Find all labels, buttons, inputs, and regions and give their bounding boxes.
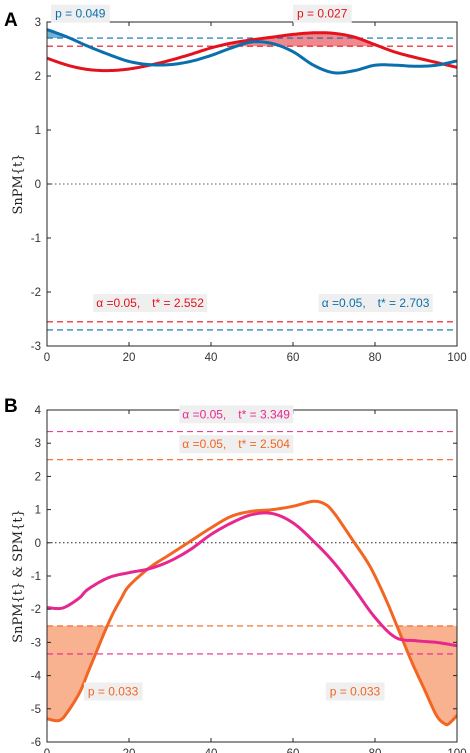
panel-a-alpha-label-1: α =0.05, t* = 2.703 [322, 296, 430, 310]
panel-b-ytick-label-8: 2 [35, 471, 41, 483]
panel-a-ytick-label-2: -1 [31, 233, 41, 245]
panel-a-tstar-0: t* = 2.552 [152, 296, 204, 310]
panel-a-alpha-value-0: =0.05, [103, 296, 140, 310]
panel-b-ytick-label-2: -4 [31, 671, 42, 683]
panel-b-ytick-label-4: -2 [31, 604, 41, 616]
panel-b-pvalue-0: p = 0.033 [88, 685, 139, 699]
panel-a-ylabel: SnPM{t} [11, 153, 26, 214]
panel-b-ytick-label-1: -5 [31, 704, 41, 716]
panel-b-alpha-bg-1 [179, 435, 294, 454]
panel-a-alpha-label-0: α =0.05, t* = 2.552 [96, 296, 204, 310]
panel-b-xtick-label-3: 60 [287, 748, 300, 753]
panel-b-tstar-1: t* = 2.504 [238, 437, 290, 451]
panel-b-ytick-label-9: 3 [35, 438, 41, 450]
panel-a-xtick-label-4: 80 [369, 352, 382, 364]
panel-b-pvalue-bg-0 [83, 682, 143, 701]
panel-a-xtick-label-1: 20 [123, 352, 136, 364]
panel-a-ytick-label-6: 3 [35, 17, 41, 29]
panel-b-alpha-symbol-0: α [182, 407, 189, 421]
panel-a-ytick-label-4: 1 [35, 125, 41, 137]
panel-b-series-0 [47, 499, 457, 727]
panel-b-pvalue-bg-1 [325, 682, 385, 701]
panel-a-series-0 [47, 31, 457, 73]
panel-a-ytick-label-3: 0 [35, 179, 41, 191]
panel-b-cluster-0 [47, 622, 109, 721]
panel-b-pvalue-1: p = 0.033 [330, 685, 381, 699]
panel-b-xtick-label-1: 20 [123, 748, 136, 753]
panel-b-xtick-label-2: 40 [205, 748, 218, 753]
panel-b-ytick-label-7: 1 [35, 505, 41, 517]
panel-b-series-1 [47, 511, 457, 648]
panel-b-alpha-symbol-1: α [182, 437, 189, 451]
panel-a-alpha-value-1: =0.05, [329, 296, 366, 310]
panel-b-xtick-label-4: 80 [369, 748, 382, 753]
panel-b-xtick-label-0: 0 [44, 748, 50, 753]
panel-a-pvalue-bg-0 [51, 4, 110, 23]
panel-b-ytick-label-3: -3 [31, 637, 41, 649]
panel-a-pvalue-1: p = 0.027 [297, 7, 348, 21]
panel-b-ytick-label-10: 4 [35, 405, 42, 417]
panel-a-tstar-1: t* = 2.703 [378, 296, 430, 310]
panel-b-ytick-label-0: -6 [31, 737, 41, 749]
panel-a: A 0 20 40 60 80 100 -3 -2 -1 0 1 2 3 SnPM{t} p = 0.049… [4, 4, 467, 364]
panel-a-xtick-label-0: 0 [44, 352, 50, 364]
panel-b-xtick-label-5: 100 [447, 748, 466, 753]
panel-a-xtick-label-2: 40 [205, 352, 218, 364]
panel-a-series-1 [47, 28, 457, 75]
panel-a-xtick-label-3: 60 [287, 352, 300, 364]
panel-a-alpha-symbol-1: α [322, 296, 329, 310]
panel-a-alpha-bg-1 [318, 294, 433, 313]
panel-b-cluster-1 [395, 623, 457, 725]
panel-a-xtick-label-5: 100 [447, 352, 466, 364]
panel-b-alpha-value-0: =0.05, [189, 407, 226, 421]
panel-b-ylabel: SnPM{t} & SPM{t} [11, 509, 26, 643]
panel-a-ytick-label-0: -3 [31, 341, 41, 353]
panel-a-alpha-bg-0 [93, 294, 208, 313]
panel-b-alpha-label-1: α =0.05, t* = 2.504 [182, 437, 290, 451]
panel-letter-a: A [4, 10, 18, 31]
panel-b-tstar-0: t* = 3.349 [238, 407, 290, 421]
panel-a-pvalue-bg-1 [293, 4, 352, 23]
panel-b-ytick-label-5: -1 [31, 571, 41, 583]
panel-b-alpha-value-1: =0.05, [189, 437, 226, 451]
panel-a-pvalue-0: p = 0.049 [55, 7, 106, 21]
panel-a-alpha-symbol-0: α [96, 296, 103, 310]
panel-letter-b: B [4, 396, 18, 417]
panel-b-ytick-label-6: 0 [35, 538, 41, 550]
panel-b: B 0 20 40 60 80 100 -6 -5 -4 -3 -2 -1 0 1 2 3 4 SnPM{t} &… [4, 396, 467, 753]
panel-b-alpha-label-0: α =0.05, t* = 3.349 [182, 407, 290, 421]
panel-a-ytick-label-5: 2 [35, 71, 41, 83]
panel-a-ytick-label-1: -2 [31, 287, 41, 299]
panel-b-alpha-bg-0 [179, 405, 294, 424]
